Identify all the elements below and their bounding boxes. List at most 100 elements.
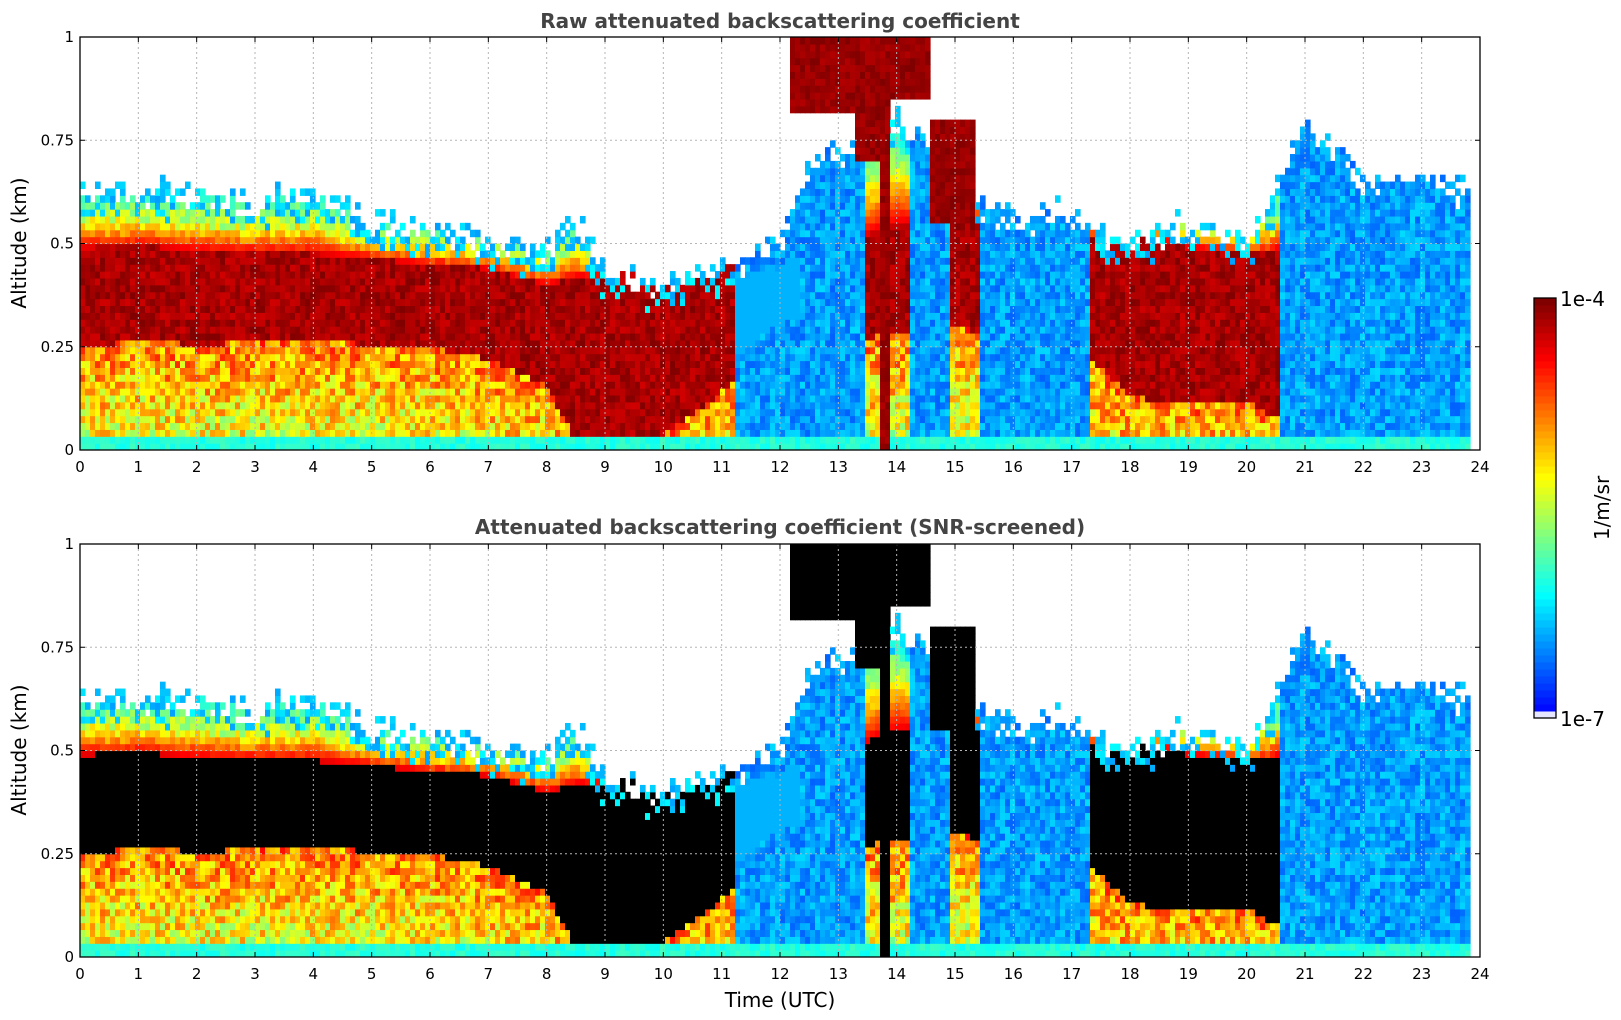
heatmap-cell xyxy=(260,209,266,217)
heatmap-cell xyxy=(285,394,291,403)
heatmap-cell xyxy=(340,319,346,327)
heatmap-cell xyxy=(235,422,241,430)
heatmap-cell xyxy=(270,353,276,362)
heatmap-cell xyxy=(370,394,376,403)
heatmap-cell xyxy=(825,264,831,272)
heatmap-cell xyxy=(155,243,161,251)
heatmap-cell xyxy=(815,257,821,265)
heatmap-cell xyxy=(465,436,471,444)
heatmap-cell xyxy=(635,374,641,382)
heatmap-cell xyxy=(225,339,231,348)
heatmap-cell xyxy=(720,374,726,382)
heatmap-cell xyxy=(805,401,811,410)
heatmap-cell xyxy=(80,388,86,396)
heatmap-cell xyxy=(820,326,826,334)
heatmap-cell xyxy=(830,284,836,293)
heatmap-cell xyxy=(445,291,451,300)
heatmap-cell xyxy=(365,298,371,307)
heatmap-cell xyxy=(830,374,836,382)
heatmap-cell xyxy=(270,312,276,320)
heatmap-cell xyxy=(150,346,156,355)
heatmap-cell xyxy=(480,401,486,410)
heatmap-cell xyxy=(695,374,701,382)
heatmap-cell xyxy=(230,291,236,300)
heatmap-cell xyxy=(85,443,91,450)
heatmap-cell xyxy=(790,209,796,217)
heatmap-cell xyxy=(685,381,691,389)
heatmap-cell xyxy=(815,37,821,45)
heatmap-cell xyxy=(380,222,386,231)
heatmap-cell xyxy=(110,408,116,417)
heatmap-cell xyxy=(390,401,396,410)
heatmap-cell xyxy=(455,367,461,375)
heatmap-cell xyxy=(315,339,321,348)
heatmap-cell xyxy=(635,326,641,334)
heatmap-cell xyxy=(820,174,826,183)
heatmap-cell xyxy=(260,236,266,245)
heatmap-cell xyxy=(370,353,376,362)
heatmap-cell xyxy=(260,319,266,327)
heatmap-cell xyxy=(660,312,666,320)
heatmap-cell xyxy=(265,222,271,231)
heatmap-cell xyxy=(575,277,581,286)
heatmap-cell xyxy=(815,360,821,368)
heatmap-cell xyxy=(435,284,441,293)
heatmap-cell xyxy=(580,436,586,444)
heatmap-cell xyxy=(200,188,206,196)
heatmap-cell xyxy=(410,215,416,224)
heatmap-cell xyxy=(295,215,301,224)
heatmap-cell xyxy=(800,222,806,231)
heatmap-cell xyxy=(770,360,776,368)
heatmap-cell xyxy=(185,257,191,265)
heatmap-cell xyxy=(115,381,121,389)
heatmap-cell xyxy=(150,243,156,251)
heatmap-cell xyxy=(85,319,91,327)
heatmap-cell xyxy=(190,271,196,279)
heatmap-cell xyxy=(320,326,326,334)
heatmap-cell xyxy=(695,353,701,362)
heatmap-cell xyxy=(640,360,646,368)
heatmap-cell xyxy=(120,277,126,286)
heatmap-cell xyxy=(435,408,441,417)
heatmap-cell xyxy=(200,243,206,251)
heatmap-cell xyxy=(300,388,306,396)
heatmap-cell xyxy=(415,319,421,327)
heatmap-cell xyxy=(270,394,276,403)
heatmap-cell xyxy=(210,388,216,396)
heatmap-cell xyxy=(670,408,676,417)
heatmap-cell xyxy=(440,429,446,437)
heatmap-cell xyxy=(805,229,811,238)
heatmap-cell xyxy=(500,436,506,444)
heatmap-cell xyxy=(395,284,401,293)
heatmap-cell xyxy=(800,374,806,382)
heatmap-cell xyxy=(305,271,311,279)
heatmap-cell xyxy=(90,326,96,334)
heatmap-cell xyxy=(680,436,686,444)
heatmap-cell xyxy=(355,339,361,348)
heatmap-cell xyxy=(160,236,166,245)
heatmap-cell xyxy=(335,367,341,375)
heatmap-cell xyxy=(280,394,286,403)
heatmap-cell xyxy=(95,257,101,265)
heatmap-cell xyxy=(595,436,601,444)
heatmap-cell xyxy=(365,381,371,389)
heatmap-cell xyxy=(325,415,331,424)
heatmap-cell xyxy=(320,271,326,279)
heatmap-cell xyxy=(130,222,136,231)
heatmap-cell xyxy=(190,298,196,307)
heatmap-cell xyxy=(315,408,321,417)
heatmap-cell xyxy=(255,436,261,444)
heatmap-cell xyxy=(170,264,176,272)
heatmap-cell xyxy=(785,305,791,313)
heatmap-cell xyxy=(265,312,271,320)
heatmap-cell xyxy=(790,381,796,389)
heatmap-cell xyxy=(80,215,86,224)
heatmap-cell xyxy=(680,381,686,389)
heatmap-cell xyxy=(545,271,551,279)
heatmap-cell xyxy=(185,312,191,320)
heatmap-cell xyxy=(395,401,401,410)
heatmap-cell xyxy=(220,319,226,327)
heatmap-cell xyxy=(570,436,576,444)
heatmap-cell xyxy=(620,271,626,279)
heatmap-cell xyxy=(515,312,521,320)
